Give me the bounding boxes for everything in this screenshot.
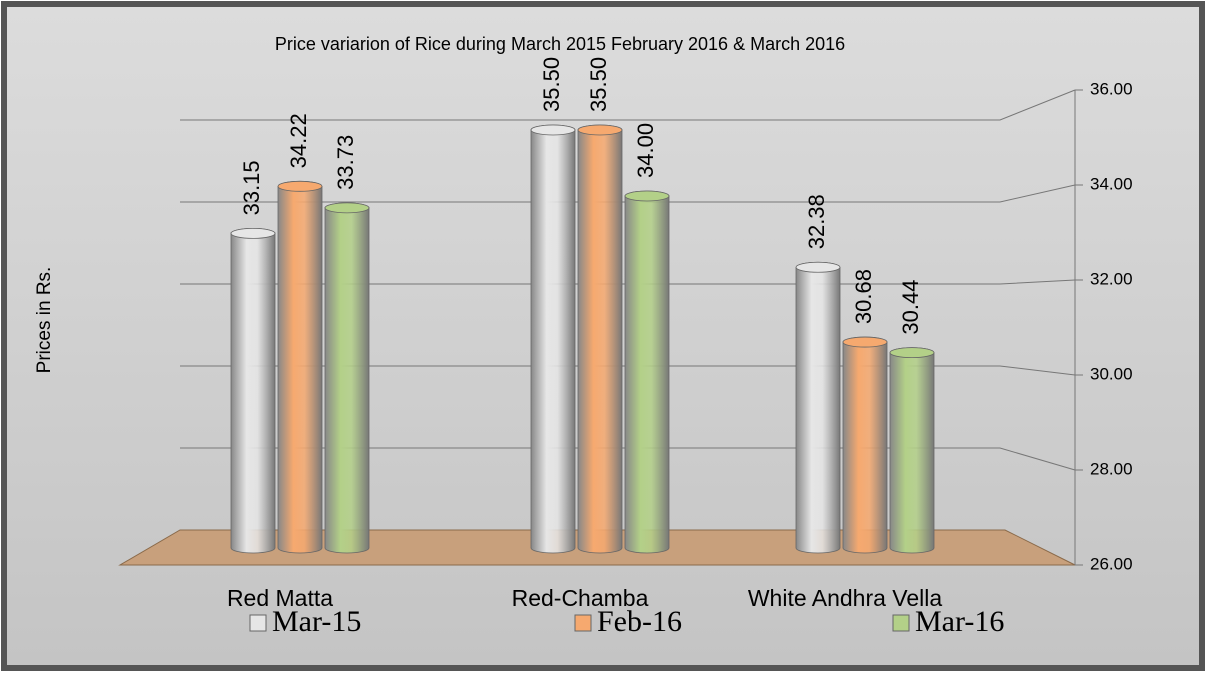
bar [324,202,370,554]
bar-top [530,124,576,136]
y-tick-label: 34.00 [1090,174,1133,193]
y-tick-label: 32.00 [1090,269,1133,288]
bar [277,180,323,554]
value-label: 32.38 [804,194,829,249]
legend-label: Mar-16 [915,605,1004,638]
grid-line [180,365,1076,376]
bar-top [324,202,370,214]
x-tick-label: Red-Chamba [512,585,649,611]
grid-line [180,184,1076,203]
value-label: 34.22 [286,113,311,168]
value-label: 30.44 [898,280,923,335]
x-tick-label: Red Matta [227,585,333,611]
legend-label: Mar-15 [272,605,361,638]
value-label: 35.50 [586,57,611,112]
legend-swatch [892,614,910,632]
value-label: 34.00 [633,123,658,178]
legend-label: Feb-16 [597,605,682,638]
x-tick-label: White Andhra Vella [748,585,943,611]
y-tick-label: 26.00 [1090,554,1133,573]
value-label: 33.73 [333,135,358,190]
bar [624,190,670,554]
bar [530,124,576,554]
value-label: 30.68 [851,269,876,324]
y-axis-title: Prices in Rs. [34,267,55,374]
y-tick-label: 30.00 [1090,364,1133,383]
bar [842,336,888,554]
bar-top [577,124,623,136]
bar-top [230,227,276,239]
y-tick-label: 36.00 [1090,79,1133,98]
bar [889,347,935,554]
value-label: 33.15 [239,160,264,215]
bar-top [624,190,670,202]
grid-line [180,89,1076,121]
bar-top [795,261,841,273]
bar [230,228,276,554]
bar [577,124,623,554]
bar-top [277,180,323,192]
legend-swatch [249,614,267,632]
y-tick-label: 28.00 [1090,459,1133,478]
bar-top [889,347,935,359]
value-label: 35.50 [539,57,564,112]
legend-swatch [574,614,592,632]
grid-line [180,447,1076,471]
bar [795,261,841,554]
bar-top [842,336,888,348]
chart-title: Price variarion of Rice during March 201… [275,34,845,54]
grid-line [180,279,1076,285]
